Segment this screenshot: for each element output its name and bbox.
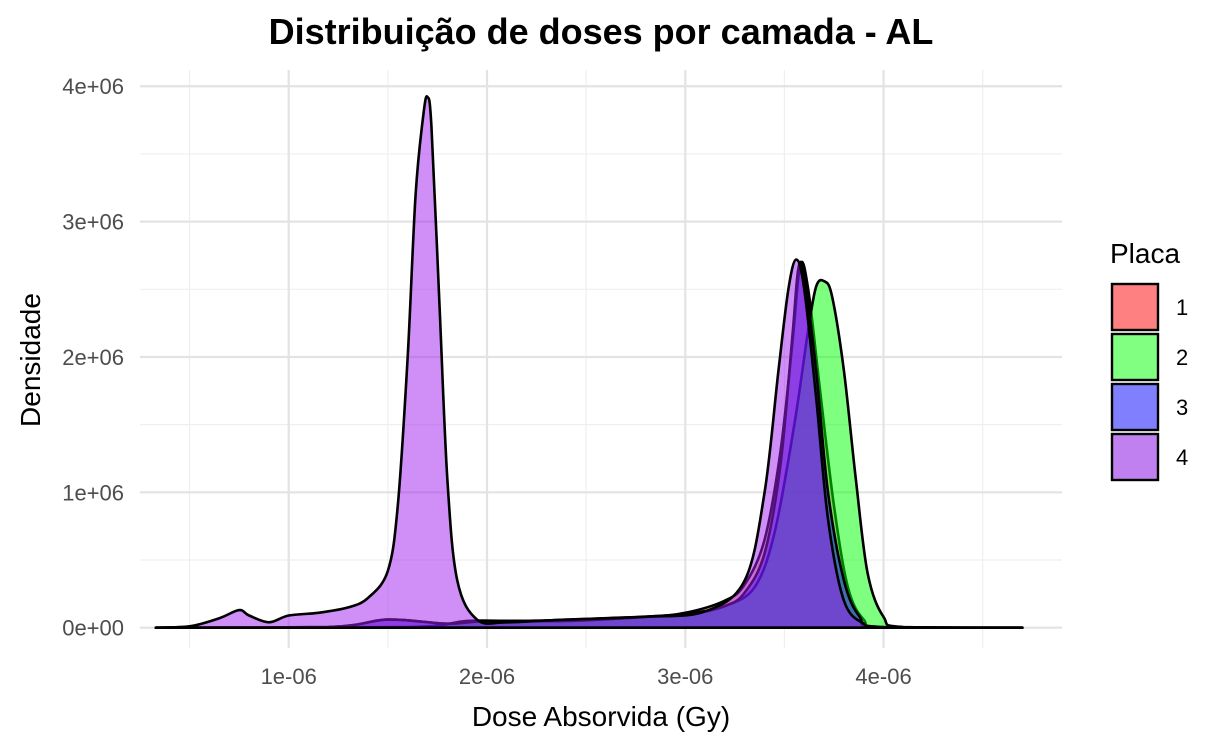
y-tick-label: 3e+06 — [62, 210, 124, 235]
legend-swatch-3 — [1110, 382, 1160, 432]
legend: Placa 1 2 3 4 — [1110, 238, 1188, 482]
density-area-placa-2 — [154, 278, 1024, 629]
legend-label: 4 — [1176, 445, 1188, 470]
legend-swatch-4 — [1110, 432, 1160, 482]
y-tick-label: 4e+06 — [62, 74, 124, 99]
legend-items: 1 2 3 4 — [1110, 282, 1188, 482]
x-tick-label: 2e-06 — [459, 664, 515, 689]
chart-title: Distribuição de doses por camada - AL — [269, 11, 934, 52]
density-area-placa-3 — [154, 260, 1024, 629]
y-axis-title: Densidade — [15, 293, 46, 427]
y-tick-label: 2e+06 — [62, 345, 124, 370]
x-axis-tick-labels: 1e-06 2e-06 3e-06 4e-06 — [261, 664, 912, 689]
legend-title: Placa — [1110, 238, 1180, 269]
legend-label: 3 — [1176, 395, 1188, 420]
x-tick-label: 1e-06 — [261, 664, 317, 689]
x-tick-label: 4e-06 — [855, 664, 911, 689]
legend-label: 2 — [1176, 345, 1188, 370]
y-tick-label: 0e+00 — [62, 616, 124, 641]
major-gridlines — [140, 70, 1062, 648]
legend-swatch-1 — [1110, 282, 1160, 332]
x-axis-title: Dose Absorvida (Gy) — [472, 701, 730, 732]
minor-gridlines — [140, 70, 1062, 648]
legend-swatch-2 — [1110, 332, 1160, 382]
legend-label: 1 — [1176, 295, 1188, 320]
density-area-placa-4 — [154, 95, 1024, 629]
density-series — [154, 95, 1024, 629]
y-axis-tick-labels: 0e+00 1e+06 2e+06 3e+06 4e+06 — [62, 74, 124, 640]
gridlines — [140, 70, 1062, 648]
y-tick-label: 1e+06 — [62, 480, 124, 505]
x-tick-label: 3e-06 — [657, 664, 713, 689]
density-area-placa-1 — [154, 260, 1024, 629]
